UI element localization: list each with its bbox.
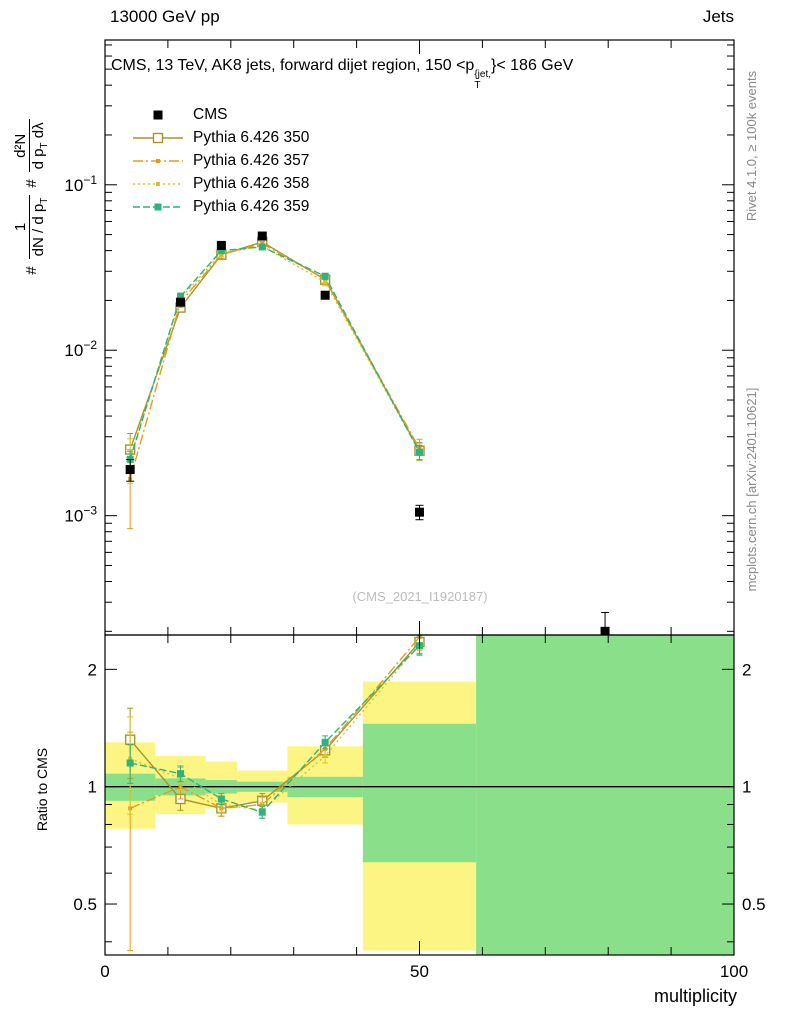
svg-text:0.5: 0.5 [742, 895, 766, 914]
legend-item-pythia-359: Pythia 6.426 359 [132, 195, 309, 218]
plot-title-sub: T [474, 79, 481, 91]
ratio-uncertainty-bands [105, 635, 734, 955]
legend-item-pythia-358: Pythia 6.426 358 [132, 172, 309, 195]
legend-marker-pythia-350 [132, 130, 184, 146]
beam-energy-label: 13000 GeV pp [110, 7, 220, 26]
analysis-group-label: Jets [702, 7, 734, 26]
hash-symbol-2: # [22, 179, 40, 188]
y-axis-label: # 1 dN / d pT # d²N d pT dλ [12, 38, 51, 356]
legend-item-cms: CMS [132, 103, 309, 126]
fraction-2: d²N d pT dλ [12, 119, 51, 173]
svg-text:50: 50 [410, 962, 429, 981]
legend-marker-pythia-358 [132, 176, 184, 192]
legend-marker-pythia-357 [132, 153, 184, 169]
svg-text:100: 100 [720, 962, 748, 981]
main-series-cms [125, 231, 610, 635]
svg-text:10−3: 10−3 [64, 504, 97, 526]
data-uncertainty-band-green [362, 723, 477, 863]
legend-label-pythia-350: Pythia 6.426 350 [193, 128, 310, 146]
plot-title: CMS, 13 TeV, AK8 jets, forward dijet reg… [111, 57, 573, 91]
pt-jet-stack: {jet, T [474, 69, 492, 91]
rivet-version-label: Rivet 4.1.0, ≥ 100k events [744, 70, 759, 222]
hash-symbol-1: # [22, 266, 40, 275]
plot-title-sup: {jet, [474, 69, 492, 80]
legend-label-pythia-359: Pythia 6.426 359 [193, 197, 310, 215]
ratio-axis-label: Ratio to CMS [34, 747, 50, 832]
svg-text:0: 0 [100, 962, 109, 981]
axis-tick-labels: 10−3 10−2 10−1 0.5 0.5 1 1 2 2 0 50 100 [64, 173, 765, 981]
plot-title-post: }< 186 GeV [491, 57, 574, 74]
axis-ticks [104, 40, 735, 955]
legend: CMS Pythia 6.426 350 Pythia 6.426 357 Py… [132, 103, 309, 218]
svg-text:2: 2 [742, 660, 751, 679]
analysis-id-watermark: (CMS_2021_I1920187) [352, 589, 488, 604]
svg-text:1: 1 [742, 778, 751, 797]
legend-label-pythia-358: Pythia 6.426 358 [193, 174, 310, 192]
legend-label-pythia-357: Pythia 6.426 357 [193, 151, 310, 169]
main-series-pythia-350 [124, 236, 425, 471]
svg-text:10−2: 10−2 [64, 338, 97, 360]
legend-item-pythia-357: Pythia 6.426 357 [132, 149, 309, 172]
mcplots-credit-label: mcplots.cern.ch [arXiv:2401.10621] [744, 387, 759, 592]
legend-item-pythia-350: Pythia 6.426 350 [132, 126, 309, 149]
svg-text:1: 1 [88, 778, 97, 797]
main-series-pythia-358 [127, 243, 423, 484]
plot-title-pre: CMS, 13 TeV, AK8 jets, forward dijet reg… [111, 57, 475, 74]
svg-text:0.5: 0.5 [73, 895, 97, 914]
legend-label-cms: CMS [193, 105, 228, 123]
x-axis-label: multiplicity [653, 986, 737, 1006]
fraction-1: 1 dN / d pT [12, 194, 51, 260]
main-series-pythia-359 [126, 243, 423, 470]
svg-text:2: 2 [88, 660, 97, 679]
legend-marker-pythia-359 [132, 199, 184, 215]
legend-marker-cms [132, 107, 184, 123]
data-uncertainty-band-green [476, 635, 734, 955]
svg-text:10−1: 10−1 [64, 173, 97, 195]
main-series-pythia-357 [127, 240, 423, 530]
